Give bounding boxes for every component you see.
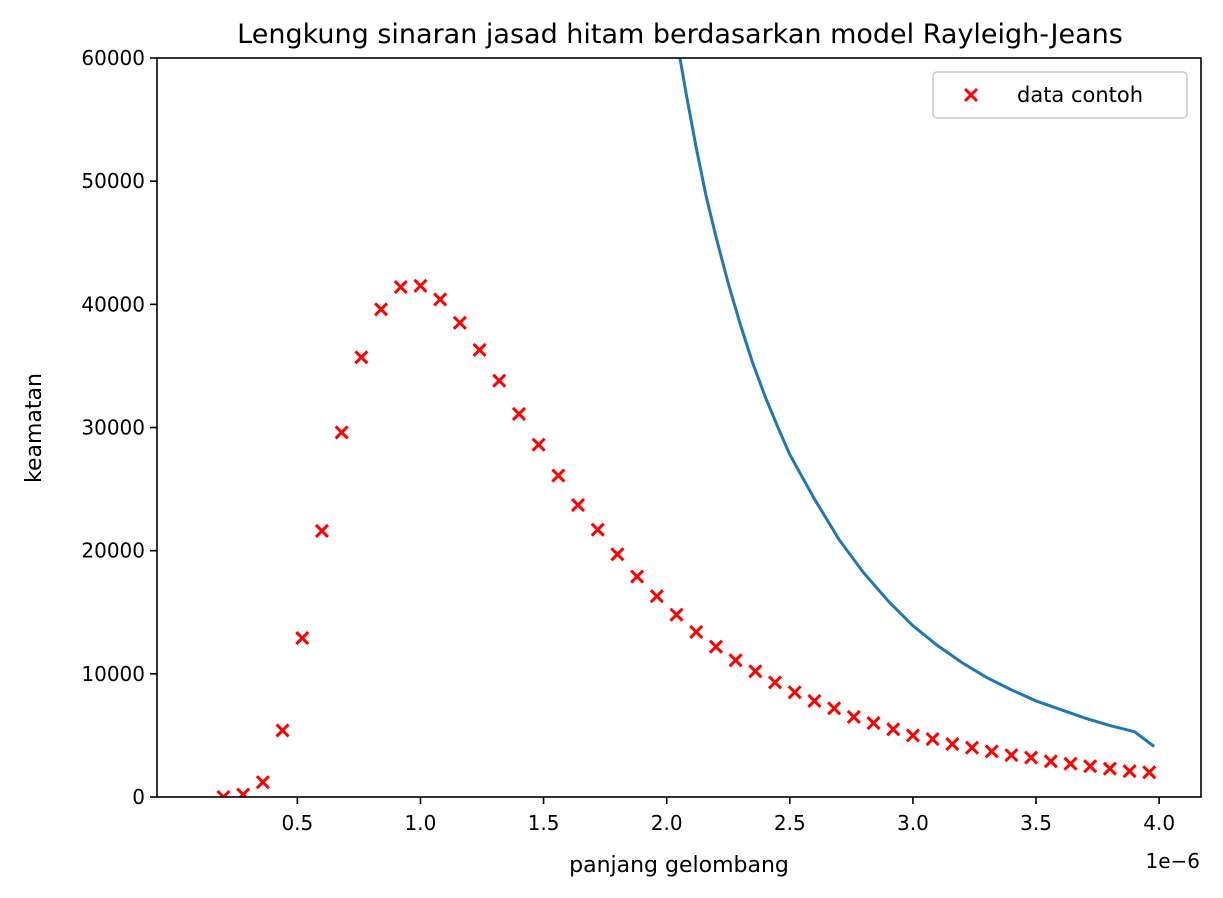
- legend-box: [932, 71, 1188, 119]
- data-point: [1122, 764, 1137, 779]
- data-point: [590, 522, 605, 537]
- data-point: [748, 664, 763, 679]
- data-point: [1102, 761, 1117, 776]
- data-point: [669, 607, 684, 622]
- x-tick-label: 4.0: [1143, 811, 1175, 835]
- data-point: [472, 342, 487, 357]
- x-axis-label: panjang gelombang: [569, 853, 789, 878]
- data-point: [905, 728, 920, 743]
- data-point: [807, 693, 822, 708]
- data-point: [610, 547, 625, 562]
- data-point: [1024, 750, 1039, 765]
- data-point: [1083, 759, 1098, 774]
- y-axis: 0 10000 20000 30000 40000 50000 60000: [81, 46, 157, 809]
- data-point: [964, 740, 980, 755]
- data-point: [649, 589, 664, 604]
- data-point: [551, 468, 566, 483]
- data-point: [925, 732, 940, 747]
- data-point: [413, 278, 428, 293]
- data-point: [630, 569, 645, 584]
- x-tick-label: 0.5: [281, 811, 313, 835]
- x-tick-label: 1.5: [528, 811, 560, 835]
- x-tick-label: 3.0: [897, 811, 929, 835]
- data-point: [255, 775, 270, 790]
- data-point: [314, 523, 330, 539]
- data-point: [1142, 765, 1157, 780]
- data-point: [787, 685, 802, 700]
- data-point: [531, 437, 546, 452]
- y-tick-label: 40000: [81, 292, 145, 316]
- data-point: [728, 653, 743, 668]
- data-point: [452, 315, 467, 330]
- data-point: [334, 425, 349, 440]
- data-point: [393, 280, 408, 295]
- data-point: [827, 701, 842, 716]
- data-point: [708, 639, 723, 654]
- x-axis-offset-label: 1e−6: [1145, 849, 1200, 873]
- legend: data contoh: [932, 71, 1188, 119]
- data-point: [374, 302, 389, 317]
- y-axis-label: keamatan: [22, 373, 47, 483]
- data-point: [689, 624, 704, 640]
- y-tick-label: 0: [132, 785, 145, 809]
- y-tick-label: 20000: [81, 539, 145, 563]
- data-point: [886, 722, 901, 737]
- data-point: [216, 789, 231, 797]
- data-point: [1004, 748, 1019, 763]
- data-point: [511, 406, 527, 422]
- x-tick-label: 1.0: [405, 811, 437, 835]
- data-point: [846, 709, 861, 725]
- data-point: [767, 675, 783, 690]
- x-tick-label: 2.0: [651, 811, 683, 835]
- data-point: [1063, 756, 1078, 771]
- data-point: [984, 744, 999, 759]
- legend-entry-label: data contoh: [1017, 83, 1143, 107]
- x-tick-label: 2.5: [774, 811, 806, 835]
- legend-marker-x-icon: [963, 87, 979, 103]
- data-point: [866, 716, 881, 731]
- data-point: [433, 292, 448, 307]
- data-point: [1043, 754, 1058, 769]
- y-tick-label: 10000: [81, 662, 145, 686]
- y-tick-label: 30000: [81, 416, 145, 440]
- x-axis: 0.5 1.0 1.5 2.0 2.5 3.0 3.5 4.0: [281, 797, 1175, 835]
- plot-area: [216, 58, 1157, 797]
- chart-title: Lengkung sinaran jasad hitam berdasarkan…: [237, 19, 1123, 50]
- y-tick-label: 60000: [81, 46, 145, 70]
- x-tick-label: 3.5: [1020, 811, 1052, 835]
- data-point: [492, 373, 507, 388]
- data-point: [236, 787, 251, 797]
- data-point: [945, 736, 960, 752]
- data-point: [275, 723, 290, 738]
- data-point: [295, 631, 310, 646]
- series-line: [678, 58, 1156, 748]
- data-point: [570, 498, 586, 513]
- y-tick-label: 50000: [81, 169, 145, 193]
- data-point: [354, 350, 369, 365]
